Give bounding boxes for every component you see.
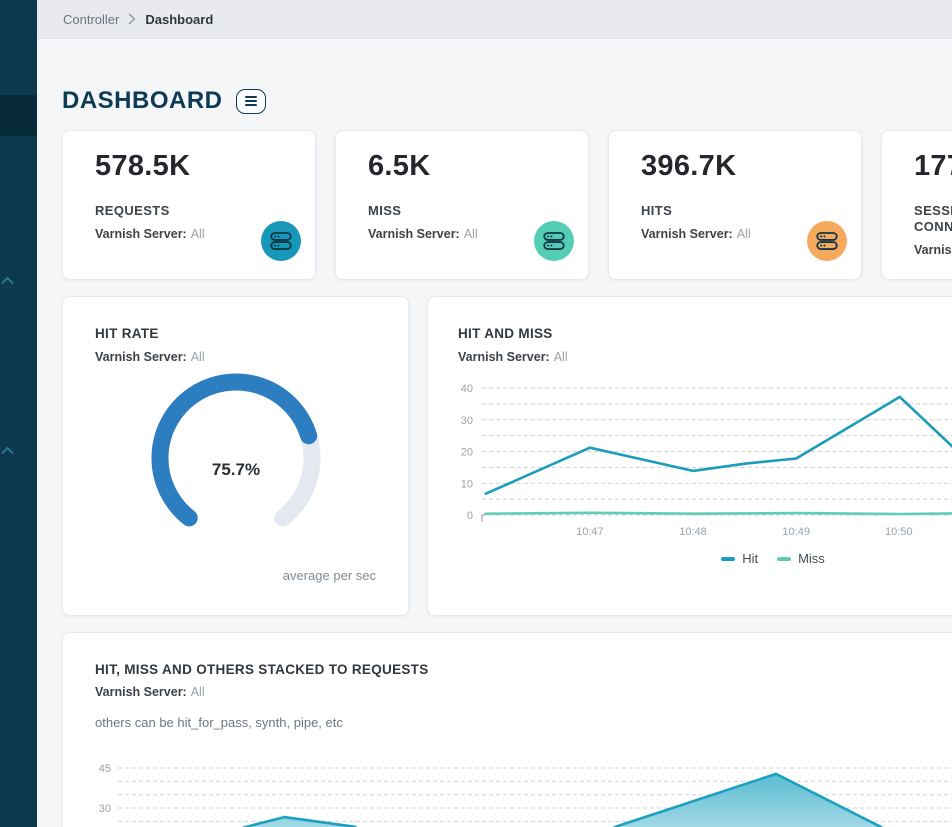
varnish-server-line: Varnish Server:All (95, 350, 205, 364)
page-content: DASHBOARD 578.5K REQUESTS Varnish Server… (37, 87, 952, 827)
menu-icon (244, 95, 257, 98)
svg-text:10: 10 (461, 478, 473, 490)
dashboard-menu-button[interactable] (235, 88, 266, 114)
stat-card-hits: 396.7K HITS Varnish Server: All (608, 130, 862, 280)
stacked-area-chart[interactable]: 45 30 (63, 745, 952, 827)
stat-value: 177 (914, 150, 952, 182)
chart-title: HIT AND MISS (458, 326, 553, 341)
svg-text:10:48: 10:48 (679, 526, 707, 538)
server-stack-icon (261, 221, 301, 261)
gauge-caption: average per sec (282, 568, 376, 583)
server-stack-icon (534, 221, 574, 261)
stat-card-requests: 578.5K REQUESTS Varnish Server: All (62, 130, 316, 280)
stat-label: SESSION CONNECTIONS (914, 203, 952, 234)
svg-text:45: 45 (99, 763, 111, 775)
svg-text:20: 20 (461, 447, 473, 459)
varnish-server-line: Varnish Server:All (95, 227, 205, 241)
stacked-requests-card: HIT, MISS AND OTHERS STACKED TO REQUESTS… (62, 632, 952, 827)
breadcrumb-link-controller[interactable]: Controller (63, 11, 120, 27)
varnish-server-line: Varnish Server:All (914, 243, 952, 257)
varnish-server-line: Varnish Server:All (368, 227, 478, 241)
page-title: DASHBOARD (62, 87, 223, 114)
stat-label: MISS (368, 203, 402, 218)
varnish-server-line: Varnish Server:All (458, 350, 568, 364)
stat-value: 578.5K (95, 150, 191, 182)
svg-text:10:50: 10:50 (885, 526, 913, 538)
legend-item-miss[interactable]: Miss (777, 551, 825, 566)
breadcrumb-current: Dashboard (145, 11, 214, 27)
svg-text:10:47: 10:47 (576, 526, 604, 538)
legend-swatch (721, 556, 736, 561)
hit-rate-card: HIT RATE Varnish Server: All 75.7% averag… (62, 296, 409, 616)
legend-item-hit[interactable]: Hit (721, 551, 758, 566)
chart-title: HIT, MISS AND OTHERS STACKED TO REQUESTS (95, 662, 429, 677)
svg-text:10:49: 10:49 (782, 526, 810, 538)
server-stack-icon (807, 221, 847, 261)
legend-swatch (777, 556, 792, 561)
sidebar (0, 0, 37, 827)
breadcrumb: Controller Dashboard (37, 0, 952, 39)
svg-text:30: 30 (99, 803, 111, 815)
hit-and-miss-card: HIT AND MISS Varnish Server: All 0 10 20 30 4… (427, 296, 952, 616)
chevron-right-icon (128, 13, 136, 25)
stat-value: 6.5K (368, 150, 431, 182)
stat-label: REQUESTS (95, 203, 170, 218)
chart-note: others can be hit_for_pass, synth, pipe,… (95, 715, 343, 730)
page-header: DASHBOARD (62, 87, 952, 115)
hit-rate-gauge: 75.7% (141, 363, 331, 553)
charts-row: HIT RATE Varnish Server: All 75.7% averag… (62, 296, 952, 616)
stat-card-session-connections: 177 SESSION CONNECTIONS Varnish Server:A… (881, 130, 952, 280)
svg-text:0: 0 (467, 510, 473, 522)
sidebar-active-item[interactable] (0, 95, 37, 136)
varnish-server-line: Varnish Server:All (95, 685, 205, 699)
svg-text:30: 30 (461, 415, 473, 427)
varnish-server-line: Varnish Server:All (641, 227, 751, 241)
chevron-up-icon[interactable] (1, 446, 14, 455)
hit-miss-line-chart[interactable]: 0 10 20 30 40 10:47 10:48 10:49 10:50 (428, 382, 952, 547)
chevron-up-icon[interactable] (1, 276, 14, 285)
svg-text:40: 40 (461, 383, 473, 395)
svg-text:75.7%: 75.7% (212, 460, 260, 479)
stat-label: HITS (641, 203, 673, 218)
main-area: Controller Dashboard DASHBOARD 578.5K RE… (37, 0, 952, 827)
stat-card-miss: 6.5K MISS Varnish Server: All (335, 130, 589, 280)
chart-title: HIT RATE (95, 326, 159, 341)
chart-legend: Hit Miss (428, 551, 952, 566)
stat-cards-row: 578.5K REQUESTS Varnish Server: All 6.5K … (62, 130, 952, 280)
stat-value: 396.7K (641, 150, 737, 182)
